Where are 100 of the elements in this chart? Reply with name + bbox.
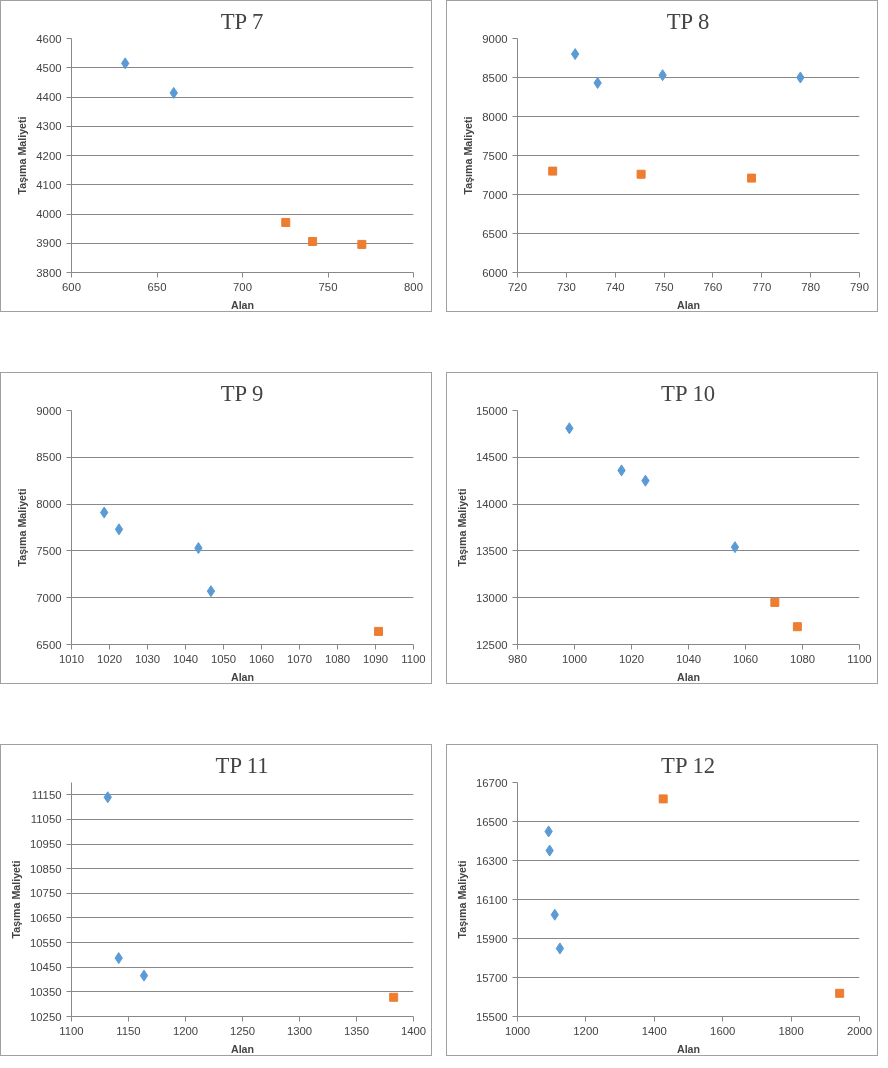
x-tick-label: 1000 (561, 652, 588, 665)
point (139, 969, 149, 982)
x-axis-title: Alan (230, 1042, 255, 1055)
y-tick-label: 10650 (30, 911, 62, 924)
y-tick-label: 8000 (482, 110, 508, 123)
point (308, 236, 318, 246)
x-tick-label: 1600 (710, 1024, 736, 1037)
point (374, 626, 384, 636)
x-tick-label: 730 (556, 280, 576, 293)
x-tick-label: 1200 (172, 1024, 199, 1037)
y-tick-label: 10950 (30, 838, 62, 851)
y-tick-label: 7500 (482, 149, 508, 162)
point (114, 523, 124, 536)
point (770, 597, 780, 607)
y-tick-label: 11150 (31, 788, 62, 801)
x-axis-title: Alan (676, 670, 701, 683)
x-tick-label: 1010 (58, 652, 85, 665)
y-tick-label: 10350 (30, 985, 62, 998)
x-tick-label: 1090 (362, 652, 389, 665)
x-tick-label: 1100 (847, 652, 872, 665)
x-tick-label: 750 (318, 280, 338, 293)
y-tick-label: 15700 (476, 971, 508, 984)
x-tick-label: 1080 (324, 652, 351, 665)
x-tick-label: 2000 (846, 1024, 873, 1037)
y-tick-label: 15900 (476, 932, 508, 945)
y-tick-label: 16500 (476, 815, 508, 828)
x-axis-title: Alan (230, 670, 255, 683)
y-tick-label: 7000 (482, 188, 508, 201)
y-tick-label: 8500 (482, 71, 508, 84)
x-tick-label: 650 (147, 280, 167, 293)
x-tick-label: 1100 (59, 1024, 84, 1037)
x-tick-label: 1400 (641, 1024, 667, 1037)
y-axis-title: Taşıma Maliyeti (16, 116, 29, 195)
x-tick-label: 1060 (248, 652, 275, 665)
y-tick-label: 4100 (36, 178, 62, 191)
x-tick-label: 1060 (732, 652, 759, 665)
x-tick-label: 1250 (229, 1024, 256, 1037)
x-tick-label: 1020 (618, 652, 645, 665)
x-tick-label: 1020 (96, 652, 123, 665)
y-tick-label: 10550 (30, 936, 62, 949)
point (792, 622, 802, 632)
x-tick-label: 770 (752, 280, 772, 293)
x-tick-label: 1150 (116, 1024, 141, 1037)
chart-title: TP 11 (215, 752, 269, 778)
y-tick-label: 8500 (36, 451, 62, 464)
chart-title: TP 8 (666, 8, 710, 34)
y-axis-title: Taşıma Maliyeti (10, 860, 22, 939)
x-tick-label: 1070 (286, 652, 313, 665)
point (658, 794, 668, 804)
point (281, 217, 291, 227)
y-tick-label: 4300 (36, 120, 62, 133)
y-axis-title: Taşıma Maliyeti (16, 488, 29, 567)
y-tick-label: 7500 (36, 544, 62, 557)
y-tick-label: 6000 (482, 266, 508, 279)
y-tick-label: 10250 (30, 1010, 62, 1023)
y-tick-label: 11050 (30, 813, 62, 826)
y-tick-label: 8000 (36, 498, 62, 511)
y-tick-label: 12500 (476, 638, 508, 651)
y-tick-label: 14000 (476, 498, 508, 511)
y-tick-label: 16300 (476, 854, 508, 867)
y-tick-label: 4000 (36, 208, 62, 220)
x-axis-title: Alan (676, 298, 701, 311)
y-tick-label: 13500 (476, 544, 508, 557)
point (730, 541, 740, 554)
x-tick-label: 1800 (778, 1024, 804, 1037)
point (206, 585, 216, 598)
y-tick-label: 16700 (476, 776, 508, 789)
x-tick-label: 1040 (172, 652, 199, 665)
y-tick-label: 13000 (476, 591, 508, 604)
x-tick-label: 600 (62, 280, 81, 293)
x-tick-label: 1100 (401, 652, 426, 665)
chart-title: TP 9 (220, 380, 264, 406)
y-tick-label: 6500 (482, 227, 508, 240)
x-tick-label: 700 (233, 280, 252, 293)
y-tick-label: 16100 (476, 893, 508, 906)
y-tick-label: 4400 (36, 91, 62, 103)
x-tick-label: 790 (850, 280, 869, 293)
point (548, 166, 558, 176)
chart-title: TP 7 (220, 8, 264, 34)
y-tick-label: 7000 (36, 591, 62, 604)
y-tick-label: 4500 (36, 61, 62, 74)
y-tick-label: 10750 (30, 887, 62, 900)
y-axis-title: Taşıma Maliyeti (456, 860, 468, 939)
y-tick-label: 3800 (36, 266, 62, 279)
point (747, 173, 757, 183)
point (636, 169, 646, 179)
point (389, 992, 399, 1002)
x-tick-label: 800 (404, 280, 423, 293)
x-tick-label: 720 (508, 280, 527, 293)
y-tick-label: 4200 (36, 149, 62, 162)
x-tick-label: 1300 (286, 1024, 313, 1037)
x-tick-label: 1200 (573, 1024, 599, 1037)
y-tick-label: 14500 (476, 451, 508, 464)
point (835, 988, 845, 998)
y-tick-label: 9000 (36, 404, 62, 417)
y-axis-title: Taşıma Maliyeti (462, 116, 475, 195)
x-tick-label: 1050 (210, 652, 237, 665)
chart-title: TP 12 (661, 752, 716, 778)
x-tick-label: 1350 (343, 1024, 370, 1037)
x-tick-label: 1000 (504, 1024, 531, 1037)
